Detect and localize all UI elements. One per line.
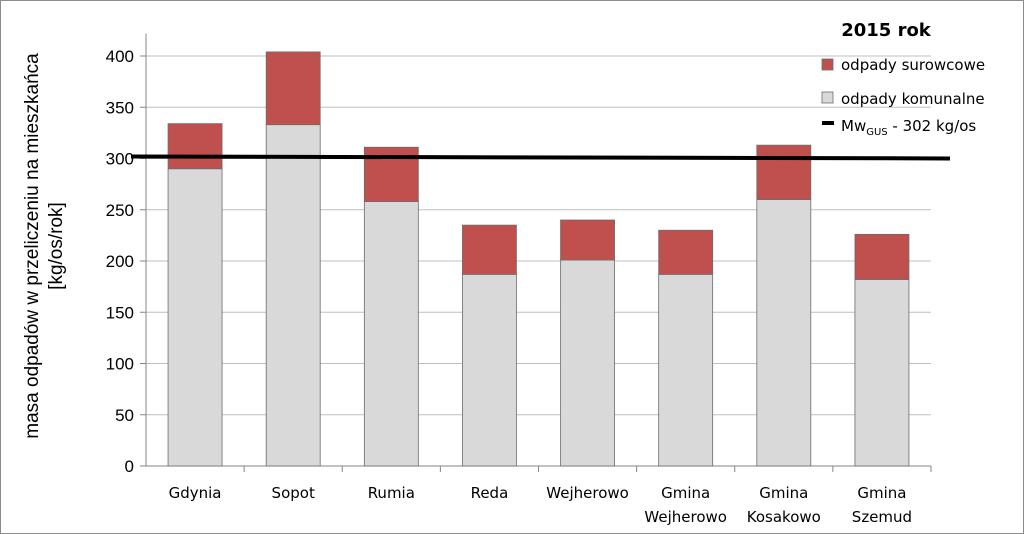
y-tick-label: 100 (106, 355, 134, 374)
legend-ref-sub: GUS (866, 127, 887, 138)
bar-surowcowe (462, 224, 517, 275)
bar-komunalne (167, 168, 223, 467)
y-axis-unit: [kg/os/rok] (46, 202, 67, 290)
chart-title: 2015 rok (841, 20, 932, 41)
y-tick-label: 400 (106, 47, 134, 66)
bar-surowcowe (167, 123, 223, 170)
x-category-label: Wejherowo (644, 508, 727, 526)
bar-komunalne (462, 273, 517, 467)
x-category-labels: Gdynia Sopot Rumia Reda Wejherowo Gmina Wejher… (169, 484, 912, 526)
legend-label-reference-line: MwGUS - 302 kg/os (841, 117, 976, 138)
y-axis-title: masa odpadów w przeliczeniu na mieszkańc… (22, 53, 67, 439)
x-category-label: Gdynia (169, 484, 222, 502)
y-tick-label: 50 (115, 406, 134, 425)
legend-ref-rest: - 302 kg/os (888, 117, 977, 135)
x-category-label: Wejherowo (546, 484, 629, 502)
x-category-label: Gmina (661, 484, 710, 502)
legend-label-surowcowe: odpady surowcowe (841, 56, 985, 74)
bar-komunalne (265, 124, 321, 467)
bar-komunalne (854, 279, 910, 467)
bars-group (167, 51, 910, 467)
legend-ref-main: Mw (841, 117, 866, 135)
bar-surowcowe (560, 219, 615, 261)
bar-surowcowe (854, 233, 910, 280)
gridlines (140, 33, 932, 472)
bar-surowcowe (756, 144, 812, 200)
legend-swatch-reference-line (822, 121, 834, 125)
y-tick-labels: 0 50 100 150 200 250 300 350 400 (106, 47, 134, 476)
x-category-label: Kosakowo (747, 508, 821, 526)
y-tick-label: 350 (106, 98, 134, 117)
bar-surowcowe (658, 229, 714, 275)
bar-komunalne (560, 259, 615, 467)
bar-komunalne (658, 273, 714, 467)
y-axis-label: masa odpadów w przeliczeniu na mieszkańc… (22, 53, 43, 439)
y-tick-label: 0 (125, 457, 134, 476)
bar-komunalne (363, 201, 419, 467)
legend-swatch-komunalne (821, 91, 834, 104)
reference-line-group (130, 154, 951, 161)
x-category-label: Szemud (852, 508, 912, 526)
x-category-label: Gmina (857, 484, 906, 502)
y-tick-label: 300 (106, 150, 134, 169)
reference-line (130, 154, 951, 161)
legend: odpady surowcowe odpady komunalne MwGUS … (821, 56, 985, 138)
bar-surowcowe (265, 51, 321, 126)
x-category-label: Gmina (759, 484, 808, 502)
x-category-label: Reda (471, 484, 509, 502)
y-tick-label: 200 (106, 252, 134, 271)
y-tick-label: 150 (106, 303, 134, 322)
legend-swatch-surowcowe (821, 58, 834, 71)
y-tick-label: 250 (106, 201, 134, 220)
x-category-label: Rumia (368, 484, 415, 502)
bar-komunalne (756, 199, 812, 467)
x-category-label: Sopot (272, 484, 315, 502)
legend-label-komunalne: odpady komunalne (841, 90, 985, 108)
